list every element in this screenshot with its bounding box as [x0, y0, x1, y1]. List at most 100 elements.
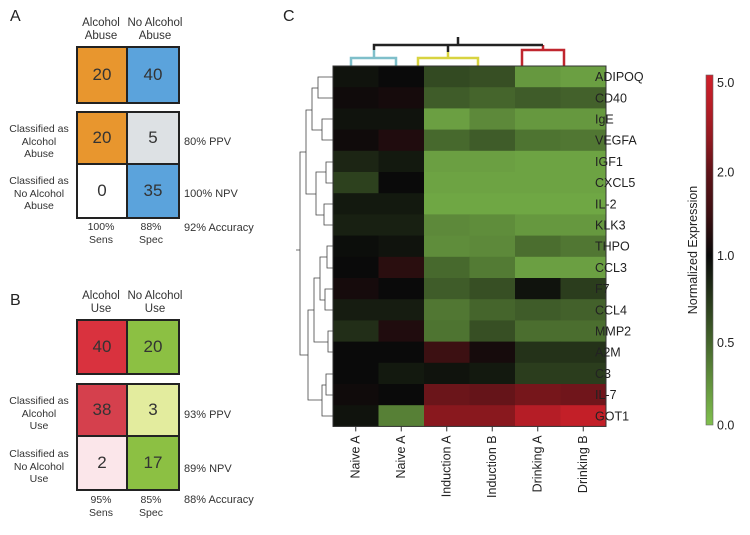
dendro-branch-root [372, 37, 543, 52]
heatmap-cell [560, 362, 607, 385]
panel-b-npv: 89% NPV [184, 463, 232, 475]
heatmap-cell [333, 278, 379, 300]
foot-line: Sens [89, 233, 113, 246]
panel-b-col1-header: Alcohol Use [75, 290, 127, 316]
heatmap-cell [424, 172, 470, 194]
heatmap-cell [560, 193, 607, 215]
colorbar-tick-label: 2.0 [717, 166, 734, 180]
heatmap-cell [560, 299, 607, 321]
gene-label: THPO [595, 240, 630, 254]
panel-b-col2-header: No Alcohol Use [124, 290, 186, 316]
heatmap-cell [424, 193, 470, 215]
heatmap-cell [378, 405, 425, 427]
panel-b-accuracy: 88% Accuracy [184, 494, 254, 506]
heatmap-cell [469, 150, 516, 173]
heatmap-cell [469, 235, 516, 258]
panel-a-row1-label: Classified as Alcohol Abuse [4, 123, 74, 161]
heatmap-cell [424, 384, 470, 406]
heatmap-cell [424, 129, 470, 152]
heatmap-cell [424, 278, 470, 300]
heatmap-cell [378, 129, 425, 152]
heatmap-cell [469, 341, 516, 364]
dendro-branch-induction [416, 52, 480, 66]
label-line: Abuse [24, 148, 54, 160]
panel-b-false-positive: 3 [128, 385, 178, 437]
heatmap-cell [333, 405, 379, 427]
foot-line: 88% [140, 221, 162, 233]
heatmap-cell [333, 193, 379, 215]
heatmap-cell [333, 362, 379, 385]
heatmap-cell [424, 150, 470, 173]
gene-label: ADIPOQ [595, 70, 644, 84]
gene-label: IL-7 [595, 388, 617, 402]
foot-line: Sens [89, 506, 113, 519]
heatmap-cell [515, 129, 561, 152]
heatmap-cell [560, 87, 607, 109]
heatmap-cell [515, 66, 561, 88]
panel-b-row2-label: Classified as No Alcohol Use [4, 448, 74, 486]
header-line: Abuse [84, 30, 118, 42]
heatmap-cell [469, 129, 516, 152]
panel-a-actual-positive: 20 [78, 48, 128, 102]
panel-b-row1-label: Classified as Alcohol Use [4, 395, 74, 433]
gene-label: CXCL5 [595, 176, 635, 190]
heatmap-cell [515, 172, 561, 194]
header-line: Alcohol [82, 290, 120, 302]
heatmap-cell [378, 87, 425, 109]
heatmap-cell [424, 341, 470, 364]
heatmap-cell [469, 384, 516, 406]
panel-b-specificity: 85% Spec [126, 494, 176, 519]
heatmap-cell [469, 256, 516, 279]
heatmap-cell [560, 214, 607, 236]
label-line: Classified as [9, 175, 69, 187]
label-line: Classified as [9, 448, 69, 460]
heatmap-cell [378, 214, 425, 236]
panel-a-col2-header: No Alcohol Abuse [124, 17, 186, 43]
heatmap-cell [333, 150, 379, 173]
panel-a-true-positive: 20 [78, 113, 128, 165]
panel-b-actual-negative: 20 [128, 321, 178, 373]
heatmap-cell [469, 87, 516, 109]
heatmap-cell [469, 108, 516, 130]
panel-a-actual-negative: 40 [128, 48, 178, 102]
heatmap-cell [469, 405, 516, 427]
panel-b-confusion-matrix: 38 3 2 17 [76, 383, 180, 491]
panel-b-true-negative: 17 [128, 437, 178, 489]
dendro-branch-naive [349, 50, 398, 66]
sample-labels: Naive A Naive A Induction A Induction B Drin… [349, 426, 590, 498]
heatmap-cell [515, 278, 561, 300]
heatmap-cell [333, 108, 379, 130]
heatmap-cell [424, 87, 470, 109]
heatmap-cell [515, 108, 561, 130]
heatmap-cell [560, 278, 607, 300]
colorbar-title: Normalized Expression [686, 186, 700, 315]
heatmap-cell [378, 235, 425, 258]
heatmap-cell [560, 341, 607, 364]
label-line: Classified as [9, 123, 69, 135]
heatmap-cell [515, 214, 561, 236]
heatmap-cell [515, 384, 561, 406]
gene-label: IgE [595, 113, 614, 127]
foot-line: 95% [90, 494, 112, 506]
heatmap-cell [378, 150, 425, 173]
heatmap-cell [424, 405, 470, 427]
heatmap-cell [378, 172, 425, 194]
heatmap-cell [515, 256, 561, 279]
colorbar: 5.0 2.0 1.0 0.5 0.0 Normalized Expression [686, 74, 734, 433]
label-line: Alcohol [21, 407, 57, 420]
gene-label: MMP2 [595, 325, 631, 339]
heatmap-cell [560, 129, 607, 152]
heatmap-cell [333, 214, 379, 236]
heatmap-cell [333, 299, 379, 321]
heatmap-cell [378, 384, 425, 406]
heatmap-cell [515, 193, 561, 215]
gene-label: IL-2 [595, 197, 617, 211]
heatmap-cell [515, 341, 561, 364]
column-dendrogram [349, 37, 566, 66]
label-line: No Alcohol [13, 187, 65, 200]
gene-labels: ADIPOQ CD40 IgE VEGFA IGF1 CXCL5 IL-2 KLK3 THPO C… [595, 70, 644, 423]
heatmap-cell [469, 214, 516, 236]
heatmap-cell [378, 278, 425, 300]
panel-a-accuracy: 92% Accuracy [184, 222, 254, 234]
colorbar-gradient [705, 74, 714, 426]
